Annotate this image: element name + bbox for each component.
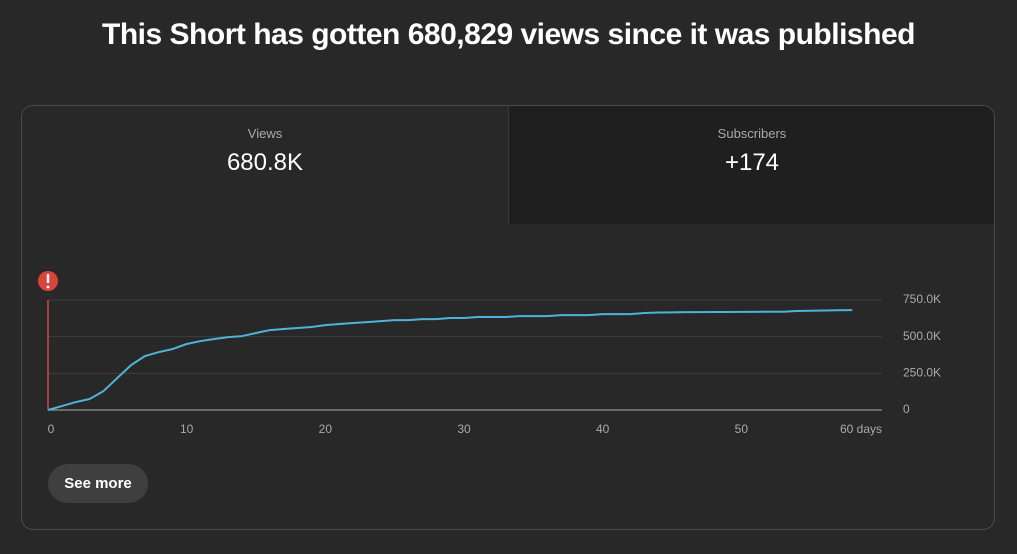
x-tick-label: 20 <box>319 422 333 436</box>
y-tick-label: 250.0K <box>903 366 941 380</box>
subscribers-tab[interactable]: Subscribers +174 <box>508 106 994 224</box>
see-more-button[interactable]: See more <box>48 464 148 503</box>
x-tick-label: 0 <box>48 422 55 436</box>
x-tick-label: 60 days <box>840 422 882 436</box>
x-tick-label: 30 <box>457 422 471 436</box>
tab-value: +174 <box>724 149 780 176</box>
tab-value: 680.8K <box>226 149 304 176</box>
tab-label: Subscribers <box>717 126 787 141</box>
x-tick-label: 10 <box>180 422 194 436</box>
x-tick-label: 50 <box>735 422 749 436</box>
views-tab[interactable]: Views 680.8K <box>22 106 508 224</box>
y-tick-label: 750.0K <box>903 292 941 306</box>
y-tick-label: 0 <box>903 402 910 416</box>
page-title: This Short has gotten 680,829 views sinc… <box>102 18 915 51</box>
x-tick-label: 40 <box>596 422 610 436</box>
alert-icon-bar <box>46 274 50 283</box>
y-tick-label: 500.0K <box>903 329 941 343</box>
views-line <box>47 309 853 411</box>
alert-icon-dot <box>46 285 50 289</box>
tab-label: Views <box>247 126 283 141</box>
analytics-card: Views 680.8K Subscribers +174 See more <box>21 105 995 530</box>
